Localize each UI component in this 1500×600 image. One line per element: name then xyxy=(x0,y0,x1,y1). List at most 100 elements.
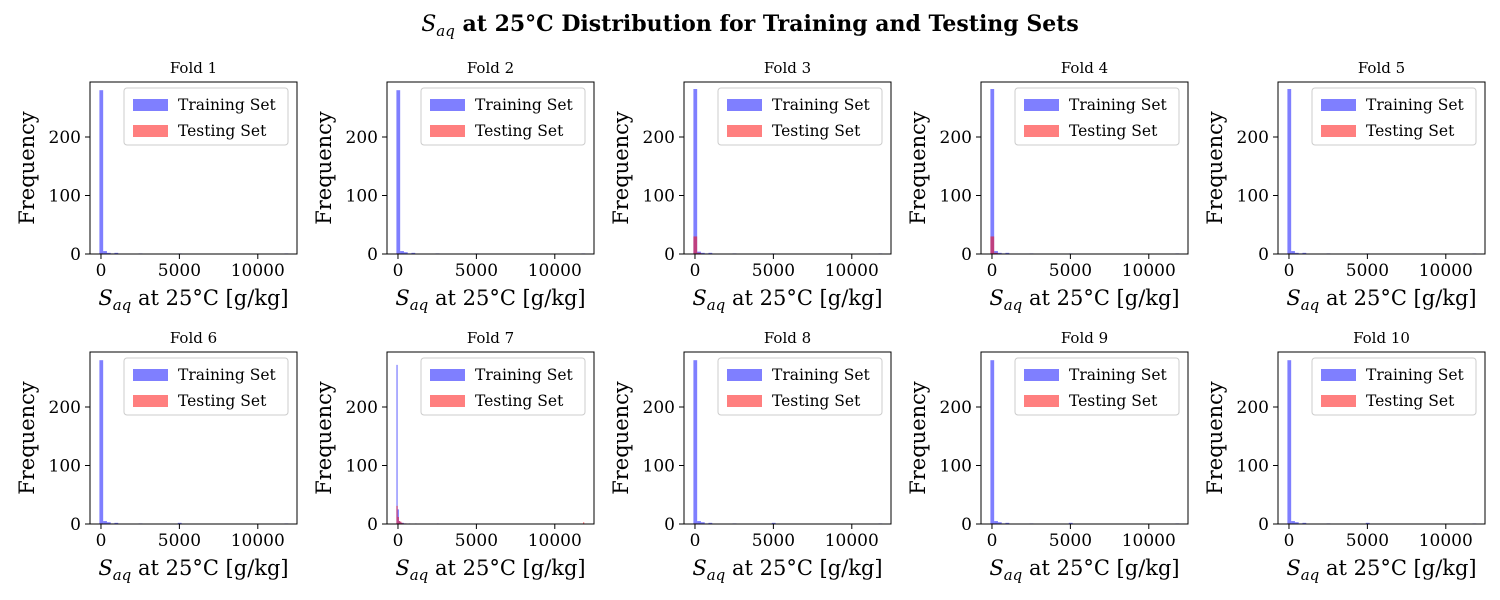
legend: Training Set Testing Set xyxy=(420,87,586,146)
x-axis-label: Saq at 25°C [g/kg] xyxy=(1286,556,1476,584)
legend: Training Set Testing Set xyxy=(1014,87,1180,146)
axes-frame xyxy=(980,351,1189,525)
figure-title-subscript: aq xyxy=(436,22,455,40)
y-axis-label: Frequency xyxy=(15,381,39,495)
x-axis-label-symbol: S xyxy=(692,286,706,310)
x-tick-label: 5000 xyxy=(1346,261,1389,281)
figure-title-symbol: S xyxy=(421,12,436,37)
panel-fold-3: 0 5000 10000 0 100 200 Fold 3 Saq at 25°C [g/kg… xyxy=(609,59,892,314)
panel-fold-9: 0 5000 10000 0 100 200 Fold 9 Saq at 25°C [g/kg… xyxy=(906,329,1189,584)
histogram-bar xyxy=(1287,89,1292,254)
histogram-bar xyxy=(1302,522,1307,524)
axes-frame xyxy=(683,351,892,525)
histogram-bar xyxy=(1291,251,1295,254)
x-tick-label: 0 xyxy=(96,531,107,551)
y-tick-label: 100 xyxy=(940,456,972,476)
subplot-title: Fold 3 xyxy=(764,59,811,77)
axes-frame xyxy=(89,351,298,525)
x-axis-label: Saq at 25°C [g/kg] xyxy=(692,286,882,314)
legend-label: Testing Set xyxy=(1366,122,1455,140)
y-tick-label: 0 xyxy=(961,515,972,535)
x-axis-label: Saq at 25°C [g/kg] xyxy=(395,286,585,314)
legend-swatch xyxy=(727,369,762,381)
x-tick-label: 10000 xyxy=(231,261,285,281)
axes-frame xyxy=(683,81,892,255)
histogram-bar xyxy=(99,90,104,254)
x-tick-label: 0 xyxy=(987,531,998,551)
legend: Training Set Testing Set xyxy=(1311,87,1477,146)
histogram-bar xyxy=(400,251,404,254)
legend-swatch xyxy=(1321,395,1356,407)
x-axis-label-rest: at 25°C [g/kg] xyxy=(725,556,882,580)
histogram-bar xyxy=(396,90,401,254)
legend-swatch xyxy=(430,99,465,111)
histogram-bar xyxy=(99,360,104,524)
x-axis-label-symbol: S xyxy=(989,286,1003,310)
legend-label: Training Set xyxy=(1366,96,1465,114)
legend: Training Set Testing Set xyxy=(1014,357,1180,416)
legend-label: Testing Set xyxy=(475,122,564,140)
histogram-bar xyxy=(1005,522,1010,524)
histogram-bar xyxy=(1302,252,1307,254)
x-tick-label: 5000 xyxy=(1049,261,1092,281)
y-tick-label: 100 xyxy=(346,456,378,476)
histogram-bar xyxy=(708,252,713,254)
histogram-bar xyxy=(1294,252,1299,254)
series-testing xyxy=(990,236,998,254)
panel-fold-5: 0 5000 10000 0 100 200 Fold 5 Saq at 25°C [g/kg… xyxy=(1203,59,1486,314)
legend-label: Training Set xyxy=(1069,96,1168,114)
y-tick-label: 200 xyxy=(346,128,378,148)
legend-swatch xyxy=(430,369,465,381)
legend-label: Training Set xyxy=(475,96,574,114)
x-axis-label-rest: at 25°C [g/kg] xyxy=(131,286,288,310)
histogram-bar xyxy=(700,252,705,254)
subplot-title: Fold 7 xyxy=(467,329,514,347)
x-axis-label-subscript: aq xyxy=(113,296,132,314)
legend-label: Testing Set xyxy=(1069,122,1158,140)
histogram-bar xyxy=(397,509,399,524)
axes-frame xyxy=(89,81,298,255)
y-tick-label: 100 xyxy=(940,186,972,206)
y-tick-label: 200 xyxy=(1237,128,1269,148)
histogram-bar xyxy=(994,251,998,254)
legend-swatch xyxy=(727,125,762,137)
legend-label: Training Set xyxy=(178,96,277,114)
legend: Training Set Testing Set xyxy=(1311,357,1477,416)
x-tick-label: 10000 xyxy=(528,261,582,281)
y-axis-label: Frequency xyxy=(906,381,930,495)
y-tick-label: 0 xyxy=(70,245,81,265)
y-tick-label: 100 xyxy=(1237,186,1269,206)
subplot-title: Fold 10 xyxy=(1353,329,1410,347)
histogram-bar xyxy=(990,89,995,254)
legend-label: Testing Set xyxy=(475,392,564,410)
x-axis-label-subscript: aq xyxy=(410,566,429,584)
legend-label: Training Set xyxy=(772,96,871,114)
y-tick-label: 200 xyxy=(643,128,675,148)
histogram-bar xyxy=(177,522,182,524)
x-axis-label-symbol: S xyxy=(692,556,706,580)
histogram-bar xyxy=(997,252,1002,254)
legend-label: Training Set xyxy=(475,366,574,384)
legend-swatch xyxy=(1321,99,1356,111)
x-axis-label: Saq at 25°C [g/kg] xyxy=(395,556,585,584)
x-tick-label: 10000 xyxy=(1122,261,1176,281)
x-axis-label: Saq at 25°C [g/kg] xyxy=(98,556,288,584)
legend: Training Set Testing Set xyxy=(717,87,883,146)
histogram-bar xyxy=(106,522,111,524)
legend-label: Training Set xyxy=(1069,366,1168,384)
y-axis-label: Frequency xyxy=(312,381,336,495)
figure-title-rest: at 25°C Distribution for Training and Te… xyxy=(455,11,1079,37)
x-axis-label-rest: at 25°C [g/kg] xyxy=(428,286,585,310)
x-axis-label-subscript: aq xyxy=(707,296,726,314)
histogram-bar xyxy=(398,521,401,524)
x-axis-label-symbol: S xyxy=(989,556,1003,580)
x-axis-label-subscript: aq xyxy=(1004,566,1023,584)
subplot-title: Fold 2 xyxy=(467,59,514,77)
x-tick-label: 0 xyxy=(987,261,998,281)
y-tick-label: 100 xyxy=(643,456,675,476)
histogram-bar xyxy=(693,89,698,254)
x-axis-label-symbol: S xyxy=(98,556,112,580)
histogram-bar xyxy=(1005,252,1010,254)
x-axis-label-subscript: aq xyxy=(113,566,132,584)
